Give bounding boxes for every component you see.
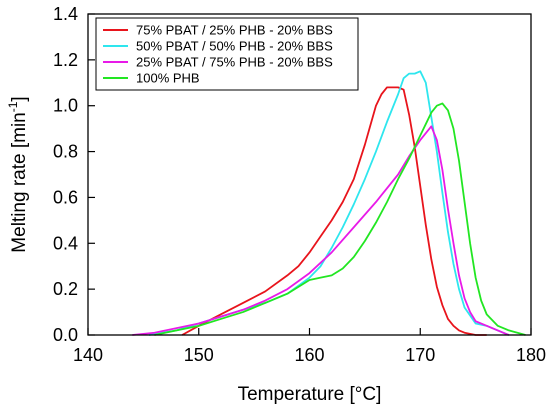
series-line-3 [132,125,510,336]
y-tick-label: 0.4 [53,233,78,253]
legend-box [95,17,359,91]
y-tick-label: 1.2 [53,50,78,70]
series-line-4 [154,102,526,336]
x-tick-label: 140 [73,345,103,365]
x-tick-label: 170 [405,345,435,365]
y-axis-label-superscript: -1 [6,101,20,112]
y-tick-label: 0.2 [53,279,78,299]
series-line-2 [148,70,510,336]
series-line-1 [181,86,487,336]
y-tick-label: 0.0 [53,325,78,345]
x-axis-label: Temperature [°C] [238,384,382,405]
legend-label-3: 25% PBAT / 75% PHB - 20% BBS [136,55,333,70]
legend-label-4: 100% PHB [136,71,200,86]
y-tick-label: 0.6 [53,187,78,207]
y-tick-label: 1.0 [53,96,78,116]
x-tick-label: 150 [184,345,214,365]
y-axis-ticks: 0.0 0.2 0.4 0.6 0.8 1.0 1.2 1.4 [53,4,95,345]
y-tick-label: 0.8 [53,142,78,162]
x-tick-label: 160 [294,345,324,365]
y-axis-label: Melting rate [min-1] [6,96,30,252]
y-axis-label-main: Melting rate [min [9,112,30,252]
y-tick-label: 1.4 [53,4,78,24]
x-tick-label: 180 [516,345,546,365]
y-axis-label-close: ] [9,96,30,101]
x-axis-ticks: 140 150 160 170 180 [73,328,546,365]
series-lines [132,70,526,336]
legend-label-2: 50% PBAT / 50% PHB - 20% BBS [136,39,333,54]
legend-label-1: 75% PBAT / 25% PHB - 20% BBS [136,23,333,38]
